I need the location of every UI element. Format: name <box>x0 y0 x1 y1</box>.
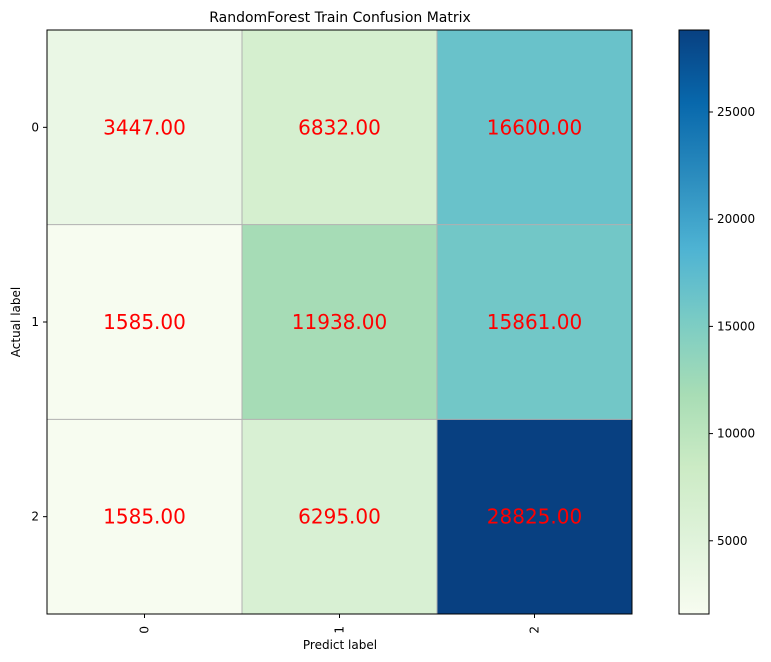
heatmap-cell-0-2 <box>437 30 632 225</box>
x-tick-label-2: 2 <box>528 626 542 634</box>
heatmap-cell-1-2 <box>437 224 632 420</box>
cell-value-labels: 3447.00 6832.00 16600.00 1585.00 11938.00 158… <box>103 115 582 528</box>
heatmap-cell-0-0 <box>47 30 242 225</box>
colorbar-tick-label-25000: 25000 <box>717 105 755 119</box>
heatmap-cell-0-1 <box>242 30 437 225</box>
y-tick-label-0: 0 <box>31 120 39 134</box>
cell-value-label-2-2: 28825.00 <box>487 505 582 529</box>
cell-value-label-0-0: 3447.00 <box>103 115 186 139</box>
x-axis-label: Predict label <box>303 638 377 652</box>
cell-value-label-2-1: 6295.00 <box>298 505 381 529</box>
heatmap-cell-2-2 <box>437 419 632 614</box>
cell-value-label-1-0: 1585.00 <box>103 310 186 334</box>
cell-value-label-0-1: 6832.00 <box>298 115 381 139</box>
cell-value-label-1-1: 11938.00 <box>292 310 387 334</box>
cell-value-label-0-2: 16600.00 <box>487 115 582 139</box>
colorbar-ticks: 5000 10000 15000 20000 25000 <box>709 105 755 548</box>
y-axis-label: Actual label <box>9 287 23 357</box>
colorbar <box>678 29 710 615</box>
x-tick-label-0: 0 <box>138 626 152 634</box>
x-axis-ticks: 0 1 2 <box>138 614 542 634</box>
y-tick-label-1: 1 <box>31 315 39 329</box>
cell-value-label-2-0: 1585.00 <box>103 505 186 529</box>
colorbar-tick-label-20000: 20000 <box>717 212 755 226</box>
x-tick-label-1: 1 <box>333 626 347 634</box>
y-tick-label-2: 2 <box>31 510 39 524</box>
grid-lines <box>47 30 632 614</box>
heatmap-cell-2-1 <box>242 419 437 614</box>
chart-title: RandomForest Train Confusion Matrix <box>209 10 471 26</box>
colorbar-tick-label-10000: 10000 <box>717 427 755 441</box>
colorbar-tick-label-15000: 15000 <box>717 319 755 333</box>
y-axis-ticks: 0 1 2 <box>31 120 47 524</box>
heatmap-cell-1-1 <box>242 224 437 420</box>
cell-value-label-1-2: 15861.00 <box>487 310 582 334</box>
heatmap-cell-1-0 <box>47 224 242 420</box>
colorbar-tick-label-5000: 5000 <box>717 534 748 548</box>
heatmap-cell-2-0 <box>47 419 242 614</box>
heatmap-cells <box>47 30 632 614</box>
